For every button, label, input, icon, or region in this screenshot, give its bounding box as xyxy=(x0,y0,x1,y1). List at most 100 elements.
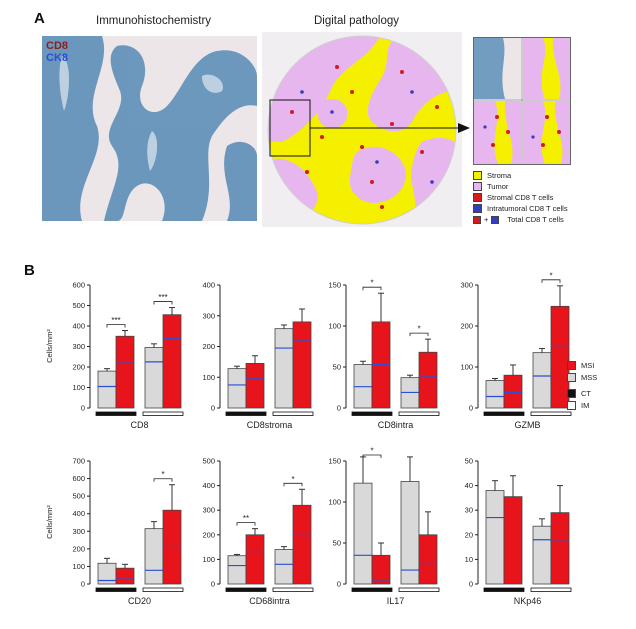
bar-mss-ct xyxy=(97,370,117,409)
stromal-cd8-swatch xyxy=(473,193,482,202)
legend-ct-label: CT xyxy=(581,389,591,398)
bar-msi-ct xyxy=(503,374,523,409)
chart-title: GZMB xyxy=(515,420,541,430)
total-red-swatch xyxy=(473,215,481,224)
y-tick-label: 100 xyxy=(202,555,215,564)
group-bar-ct xyxy=(351,411,393,416)
legend-intratumoral-cd8: Intratumoral CD8 T cells xyxy=(473,203,568,214)
bar-mss-ct xyxy=(485,380,505,409)
y-tick-label: 50 xyxy=(333,539,341,548)
group-bar-im xyxy=(142,587,184,592)
ihc-title: Immunohistochemistry xyxy=(96,15,212,27)
y-axis-label: Cells/mm² xyxy=(45,505,54,539)
im-swatch xyxy=(567,401,576,410)
ihc-image xyxy=(42,36,257,221)
group-bar-im xyxy=(398,587,440,592)
chart-title: NKp46 xyxy=(514,596,542,606)
y-tick-label: 40 xyxy=(465,481,473,490)
panel-b-legend: MSI MSS CT IM xyxy=(567,360,627,420)
bar-mss-im xyxy=(274,328,294,409)
bar-msi-im xyxy=(418,534,438,585)
y-tick-label: 700 xyxy=(72,457,85,466)
y-tick-label: 0 xyxy=(211,580,215,589)
chart-title: CD68intra xyxy=(249,596,290,606)
group-bar-ct xyxy=(95,587,137,592)
significance-label: * xyxy=(291,475,294,484)
group-bar-im xyxy=(272,587,314,592)
legend-plus: + xyxy=(484,215,489,224)
y-tick-label: 50 xyxy=(333,363,341,372)
intratumoral-cd8-swatch xyxy=(473,204,482,213)
y-axis-label: Cells/mm² xyxy=(45,329,54,363)
significance-label: * xyxy=(161,470,164,479)
legend-stroma-label: Stroma xyxy=(487,171,512,180)
bar-mss-im xyxy=(400,481,420,585)
group-bar-im xyxy=(398,411,440,416)
significance-bracket xyxy=(362,454,382,458)
y-tick-label: 200 xyxy=(202,530,215,539)
significance-bracket xyxy=(236,522,256,526)
y-tick-label: 100 xyxy=(72,383,85,392)
bar-msi-im xyxy=(550,512,570,585)
group-bar-ct xyxy=(95,411,137,416)
zoom-arrow xyxy=(310,123,470,133)
bar-mss-im xyxy=(274,549,294,585)
legend-total-label: Total CD8 T cells xyxy=(507,215,564,224)
bar-msi-ct xyxy=(503,496,523,585)
legend-total-cd8: + Total CD8 T cells xyxy=(473,214,564,225)
bar-mss-ct xyxy=(227,555,247,585)
y-tick-label: 400 xyxy=(202,481,215,490)
legend-stromal-cd8: Stromal CD8 T cells xyxy=(473,192,553,203)
significance-bracket xyxy=(409,332,429,337)
legend-ct: CT xyxy=(567,388,591,399)
bar-mss-im xyxy=(532,525,552,585)
chart-title: CD8intra xyxy=(378,420,414,430)
y-tick-label: 400 xyxy=(72,322,85,331)
significance-bracket xyxy=(153,301,173,305)
group-bar-im xyxy=(530,587,572,592)
bar-mss-im xyxy=(144,528,164,585)
chart-title: IL17 xyxy=(387,596,405,606)
stain-label-cd8: CD8 xyxy=(46,40,69,52)
significance-bracket xyxy=(153,478,173,482)
ct-swatch xyxy=(567,389,576,398)
y-tick-label: 300 xyxy=(460,281,473,290)
stain-label-ck8: CK8 xyxy=(46,52,69,64)
significance-label: *** xyxy=(158,293,167,302)
y-tick-label: 50 xyxy=(465,457,473,466)
y-tick-label: 100 xyxy=(328,498,341,507)
y-tick-label: 150 xyxy=(328,281,341,290)
significance-label: * xyxy=(417,325,420,334)
y-tick-label: 500 xyxy=(72,492,85,501)
y-tick-label: 100 xyxy=(72,562,85,571)
group-bar-ct xyxy=(483,411,525,416)
y-tick-label: 0 xyxy=(337,580,341,589)
y-tick-label: 0 xyxy=(81,580,85,589)
y-tick-label: 200 xyxy=(72,544,85,553)
legend-msi: MSI xyxy=(567,360,594,371)
legend-mss-label: MSS xyxy=(581,373,598,382)
bar-mss-ct xyxy=(485,490,505,585)
group-bar-im xyxy=(272,411,314,416)
group-bar-im xyxy=(530,411,572,416)
dp-title: Digital pathology xyxy=(314,15,400,27)
y-tick-label: 600 xyxy=(72,474,85,483)
group-bar-im xyxy=(142,411,184,416)
legend-stromal-label: Stromal CD8 T cells xyxy=(487,193,554,202)
group-bar-ct xyxy=(483,587,525,592)
stroma-swatch xyxy=(473,171,482,180)
bar-msi-ct xyxy=(245,534,265,585)
significance-label: * xyxy=(370,279,373,288)
significance-label: * xyxy=(549,271,552,280)
y-tick-label: 200 xyxy=(72,363,85,372)
y-tick-label: 100 xyxy=(328,322,341,331)
panel-a-label: A xyxy=(34,10,45,27)
legend-tumor-label: Tumor xyxy=(487,182,509,191)
y-tick-label: 400 xyxy=(72,509,85,518)
significance-bracket xyxy=(362,286,382,291)
tumor-swatch xyxy=(473,182,482,191)
bar-msi-im xyxy=(292,321,312,409)
y-tick-label: 500 xyxy=(202,457,215,466)
legend-tumor: Tumor xyxy=(473,181,508,192)
